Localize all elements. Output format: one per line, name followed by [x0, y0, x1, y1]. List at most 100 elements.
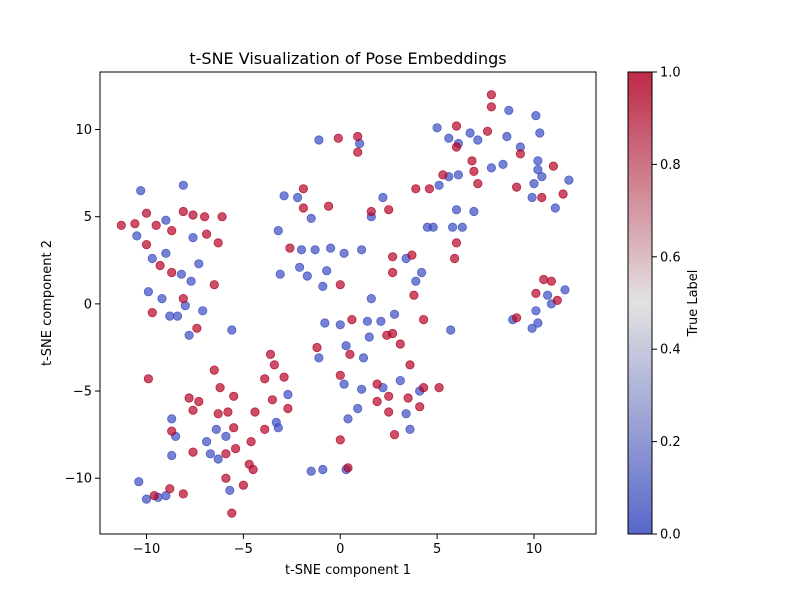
- scatter-point-label-0: [531, 111, 541, 121]
- scatter-point-label-1: [149, 490, 159, 501]
- scatter-point-label-1: [267, 395, 277, 405]
- scatter-point-label-0: [353, 403, 363, 414]
- scatter-point-label-1: [141, 240, 152, 250]
- scatter-point-label-0: [486, 163, 496, 173]
- scatter-point-label-1: [407, 250, 417, 260]
- scatter-point-label-0: [389, 309, 400, 319]
- scatter-point-label-0: [335, 320, 345, 330]
- scatter-point-label-1: [384, 407, 394, 417]
- scatter-point-label-1: [515, 149, 526, 159]
- y-tick-label: 10: [75, 123, 92, 138]
- scatter-point-label-0: [339, 248, 349, 258]
- scatter-point-label-0: [395, 375, 405, 386]
- colorbar-gradient: [627, 71, 653, 535]
- scatter-point-label-1: [451, 142, 462, 152]
- scatter-point-label-1: [250, 407, 260, 417]
- colorbar: 0.0 0.2 0.4 0.6 0.8 1.0 True Label: [627, 66, 701, 543]
- scatter-point-label-0: [161, 215, 171, 225]
- scatter-point-label-0: [167, 450, 177, 461]
- scatter-point-label-0: [213, 454, 223, 464]
- scatter-point-label-1: [229, 423, 239, 433]
- scatter-point-label-0: [273, 226, 283, 236]
- scatter-point-label-1: [387, 328, 398, 339]
- scatter-point-label-1: [178, 489, 188, 499]
- scatter-point-label-1: [248, 464, 258, 475]
- scatter-point-label-1: [246, 436, 256, 447]
- scatter-point-label-1: [260, 374, 270, 384]
- scatter-point-label-1: [418, 314, 429, 325]
- scatter-point-label-0: [447, 222, 458, 232]
- scatter-point-label-1: [335, 435, 345, 445]
- scatter-point-label-0: [184, 330, 194, 340]
- scatter-point-label-1: [411, 184, 421, 194]
- scatter-point-label-1: [467, 156, 477, 166]
- scatter-point-label-1: [231, 443, 241, 454]
- scatter-point-label-0: [362, 316, 372, 326]
- scatter-point-label-1: [213, 409, 223, 419]
- scatter-point-label-1: [469, 166, 479, 176]
- scatter-point-label-0: [444, 133, 454, 143]
- scatter-point-label-0: [314, 135, 324, 145]
- scatter-point-label-1: [217, 212, 227, 222]
- scatter-point-label-0: [428, 222, 438, 232]
- scatter-point-label-0: [364, 332, 374, 342]
- scatter-point-label-0: [132, 231, 142, 241]
- scatter-point-label-1: [312, 342, 322, 353]
- scatter-point-label-1: [424, 184, 434, 194]
- scatter-point-label-1: [372, 379, 382, 389]
- scatter-point-label-1: [200, 212, 210, 222]
- scatter-point-label-1: [333, 133, 343, 143]
- scatter-point-label-1: [366, 206, 376, 217]
- scatter-point-label-1: [486, 102, 496, 112]
- scatter-point-label-0: [143, 287, 153, 297]
- scatter-point-label-1: [451, 121, 462, 131]
- scatter-point-label-1: [531, 288, 541, 298]
- scatter-point-label-0: [341, 341, 351, 351]
- scatter-point-label-0: [502, 131, 512, 142]
- scatter-point-label-0: [527, 192, 537, 203]
- scatter-point-label-1: [167, 226, 177, 236]
- scatter-point-label-1: [223, 407, 233, 417]
- scatter-point-label-0: [188, 233, 198, 243]
- scatter-point-label-1: [548, 161, 559, 171]
- scatter-point-label-0: [165, 311, 175, 321]
- scatter-point-label-1: [482, 126, 493, 136]
- scatter-point-label-0: [366, 293, 376, 304]
- scatter-point-label-0: [314, 353, 324, 363]
- scatter-point-label-1: [384, 205, 394, 215]
- scatter-point-label-0: [161, 248, 171, 258]
- chart-title: t-SNE Visualization of Pose Embeddings: [189, 49, 506, 68]
- scatter-point-label-0: [550, 203, 560, 213]
- scatter-point-label-1: [178, 206, 188, 217]
- scatter-point-label-1: [167, 426, 177, 436]
- scatter-point-label-0: [416, 267, 427, 278]
- scatter-point-label-0: [211, 424, 221, 434]
- scatter-point-label-0: [136, 186, 146, 196]
- scatter-point-label-1: [403, 393, 413, 403]
- colorbar-tick-label: 0.8: [660, 158, 681, 173]
- scatter-point-label-0: [401, 409, 411, 419]
- x-tick-label: 10: [526, 542, 543, 557]
- scatter-point-label-1: [418, 382, 429, 393]
- scatter-point-label-0: [292, 192, 303, 203]
- scatter-point-label-1: [202, 229, 212, 239]
- scatter-point-label-1: [449, 253, 460, 264]
- colorbar-ticks: 0.0 0.2 0.4 0.6 0.8 1.0: [652, 66, 681, 543]
- scatter-point-label-0: [356, 384, 367, 394]
- scatter-point-label-0: [294, 262, 305, 272]
- scatter-point-label-1: [389, 429, 400, 440]
- scatter-point-label-0: [205, 449, 215, 459]
- scatter-point-label-1: [387, 267, 398, 278]
- colorbar-label: True Label: [686, 270, 701, 338]
- scatter-point-label-1: [347, 314, 357, 325]
- x-tick-label: 5: [433, 542, 441, 557]
- scatter-point-label-1: [395, 339, 405, 349]
- scatter-point-label-0: [279, 191, 289, 201]
- scatter-point-label-1: [511, 313, 522, 323]
- scatter-point-label-1: [178, 293, 188, 304]
- scatter-point-label-0: [535, 128, 545, 138]
- scatter-point-label-0: [178, 180, 188, 190]
- scatter-point-label-0: [457, 222, 467, 232]
- scatter-point-label-0: [564, 175, 574, 185]
